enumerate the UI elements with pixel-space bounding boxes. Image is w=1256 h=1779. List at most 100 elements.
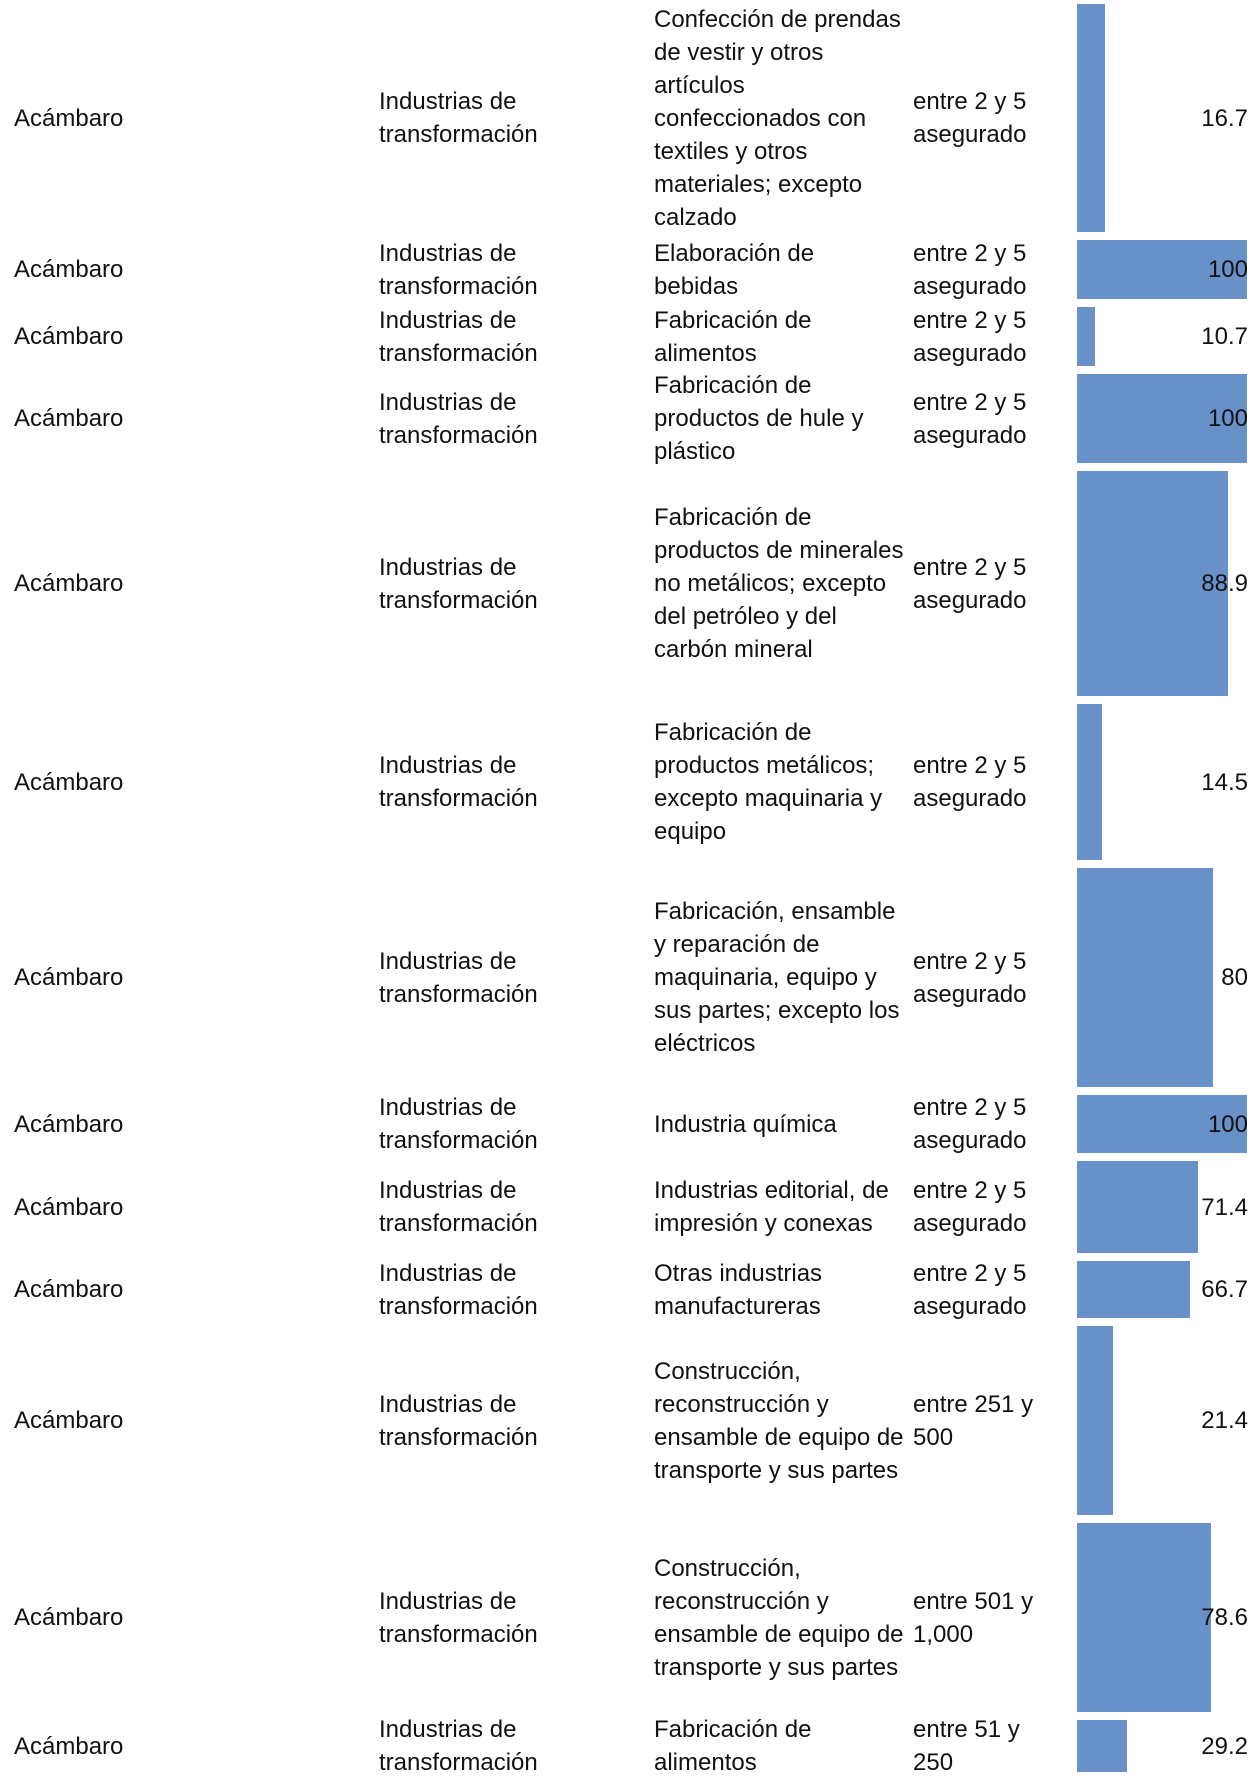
sector-cell: Industrias de transformación [379,88,538,148]
value-label: 16.7 [1201,104,1248,132]
municipio-cell: Acámbaro [14,964,124,991]
sector-cell: Industrias de transformación [379,1587,538,1648]
size-cell: entre 2 y 5 asegurado [913,947,1027,1008]
sector-cell: Industrias de transformación [379,239,538,300]
sector-cell: Industrias de transformación [379,306,538,367]
value-bar-cell: 100 [1077,1091,1248,1157]
size-cell: entre 251 y 500 [913,1390,1034,1451]
value-label: 100 [1207,256,1248,283]
subsector-cell: Industria química [654,1110,837,1138]
subsector-cell: Fabricación de alimentos [654,1716,812,1776]
size-cell: entre 2 y 5 asegurado [913,553,1027,614]
size-cell: entre 2 y 5 asegurado [913,1177,1027,1237]
subsector-cell: Fabricación de productos metálicos; exce… [654,719,883,845]
value-label: 88.9 [1201,570,1248,597]
size-cell: entre 2 y 5 asegurado [913,239,1027,300]
municipio-cell: Acámbaro [14,256,124,283]
table-row: Acámbaro Industrias de transformación Fabr… [0,864,1256,1091]
sector-cell: Industrias de transformación [379,1177,538,1237]
value-bar-cell: 88.9 [1077,467,1248,700]
table-row: Acámbaro Industrias de transformación Fabr… [0,1716,1256,1776]
sector-cell: Industrias de transformación [379,553,538,614]
table-row: Acámbaro Industrias de transformación Indu… [0,1091,1256,1157]
sector-cell: Industrias de transformación [379,752,538,812]
value-label: 21.4 [1201,1407,1248,1434]
sector-cell: Industrias de transformación [379,1390,538,1451]
size-cell: entre 2 y 5 asegurado [913,752,1027,812]
value-bar [1077,4,1106,232]
table-row: Acámbaro Industrias de transformación Otra… [0,1257,1256,1322]
value-bar [1077,1261,1191,1318]
value-label: 100 [1207,1110,1248,1138]
value-bar-cell: 14.5 [1077,700,1248,864]
value-bar-cell: 71.4 [1077,1157,1248,1257]
subsector-cell: Fabricación, ensamble y reparación de ma… [654,898,900,1057]
value-bar-cell: 100 [1077,236,1248,303]
value-bar-cell: 100 [1077,370,1248,467]
value-bar [1077,704,1102,860]
table-row: Acámbaro Industrias de transformación Fabr… [0,467,1256,700]
municipio-cell: Acámbaro [14,570,124,597]
value-bar-cell: 66.7 [1077,1257,1248,1322]
value-bar [1077,1161,1199,1253]
value-bar [1077,868,1213,1087]
size-cell: entre 2 y 5 asegurado [913,306,1027,367]
value-bar [1077,471,1229,696]
value-bar [1077,374,1247,463]
value-bar [1077,1720,1127,1772]
value-bar-cell: 80 [1077,864,1248,1091]
table-row: Acámbaro Industrias de transformación Fabr… [0,303,1256,370]
value-label: 78.6 [1201,1604,1248,1631]
size-cell: entre 2 y 5 asegurado [913,1094,1027,1154]
municipio-cell: Acámbaro [14,1732,124,1760]
subsector-cell: Construcción, reconstrucción y ensamble … [654,1357,904,1484]
value-label: 14.5 [1201,768,1248,796]
municipio-cell: Acámbaro [14,1276,124,1303]
subsector-cell: Confección de prendas de vestir y otros … [654,5,901,231]
size-cell: entre 2 y 5 asegurado [913,88,1027,148]
value-bar [1077,307,1096,366]
municipio-cell: Acámbaro [14,323,124,350]
municipio-cell: Acámbaro [14,1604,124,1631]
municipio-cell: Acámbaro [14,768,124,796]
size-cell: entre 501 y 1,000 [913,1587,1034,1648]
value-bar [1077,1523,1211,1712]
municipio-cell: Acámbaro [14,405,124,432]
subsector-cell: Industrias editorial, de impresión y con… [654,1177,889,1237]
table-row: Acámbaro Industrias de transformación Cons… [0,1519,1256,1716]
subsector-cell: Fabricación de productos de minerales no… [654,504,904,663]
municipio-cell: Acámbaro [14,1407,124,1434]
size-cell: entre 2 y 5 asegurado [913,388,1027,449]
municipio-cell: Acámbaro [14,1193,124,1221]
sector-cell: Industrias de transformación [379,1259,538,1320]
value-bar-cell: 29.2 [1077,1716,1248,1776]
value-label: 100 [1207,405,1248,432]
subsector-cell: Elaboración de bebidas [654,239,815,300]
value-bar [1077,240,1247,299]
value-bar-cell: 10.7 [1077,303,1248,370]
municipio-cell: Acámbaro [14,104,124,132]
table-row: Acámbaro Industrias de transformación Fabr… [0,370,1256,467]
subsector-cell: Fabricación de productos de hule y plást… [654,372,864,465]
table-row: Acámbaro Industrias de transformación Cons… [0,1322,1256,1519]
value-bar-cell: 16.7 [1077,0,1248,236]
table-row: Acámbaro Industrias de transformación Conf… [0,0,1256,236]
sector-cell: Industrias de transformación [379,1716,538,1776]
sector-cell: Industrias de transformación [379,1094,538,1154]
value-bar-cell: 21.4 [1077,1322,1248,1519]
municipio-cell: Acámbaro [14,1110,124,1138]
value-bar [1077,1095,1247,1153]
value-bar [1077,1326,1114,1515]
subsector-cell: Fabricación de alimentos [654,306,812,367]
size-cell: entre 51 y 250 [913,1716,1020,1776]
table-row: Acámbaro Industrias de transformación Elab… [0,236,1256,303]
value-label: 80 [1221,964,1248,991]
value-label: 71.4 [1201,1193,1248,1221]
subsector-cell: Otras industrias manufactureras [654,1259,823,1320]
value-label: 10.7 [1201,323,1248,350]
sector-cell: Industrias de transformación [379,388,538,449]
value-label: 66.7 [1201,1276,1248,1303]
subsector-cell: Construcción, reconstrucción y ensamble … [654,1554,904,1681]
value-bar-cell: 78.6 [1077,1519,1248,1716]
size-cell: entre 2 y 5 asegurado [913,1259,1027,1320]
